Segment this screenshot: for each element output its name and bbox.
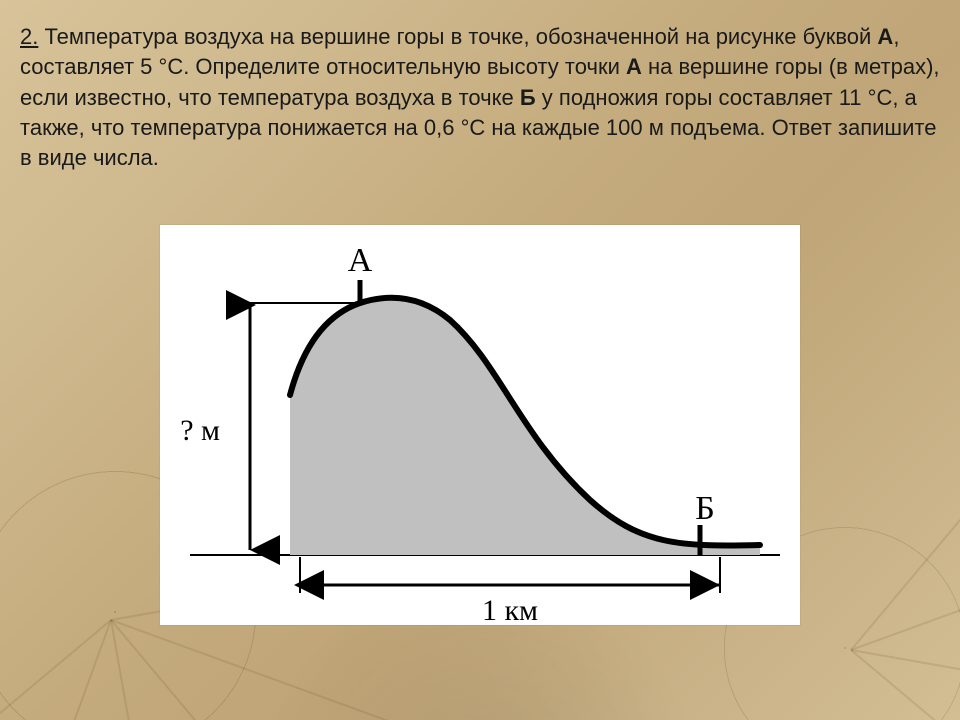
point-a-ref: А [877, 24, 893, 49]
mountain-diagram: А Б ? м 1 км [160, 225, 800, 625]
bg-spoke [110, 620, 209, 720]
label-b: Б [695, 490, 715, 527]
label-height: ? м [180, 414, 220, 447]
problem-paragraph: 2. Температура воздуха на вершине горы в… [20, 22, 940, 174]
bg-spoke [850, 649, 960, 720]
label-a: А [348, 242, 373, 279]
bg-spoke [0, 620, 112, 720]
bg-spoke [110, 619, 471, 720]
diagram-svg: А Б ? м 1 км [160, 225, 800, 625]
t1: Температура воздуха на вершине горы в то… [38, 24, 877, 49]
bg-spoke [851, 649, 960, 720]
label-distance: 1 км [482, 594, 538, 625]
bg-spoke [851, 458, 960, 651]
bg-spoke [0, 619, 112, 720]
problem-text-block: 2. Температура воздуха на вершине горы в… [20, 22, 940, 174]
bg-spoke [111, 619, 638, 720]
point-b-ref: Б [520, 85, 536, 110]
problem-number: 2. [20, 24, 38, 49]
bg-spoke [850, 220, 960, 650]
point-a-ref2: А [626, 54, 642, 79]
